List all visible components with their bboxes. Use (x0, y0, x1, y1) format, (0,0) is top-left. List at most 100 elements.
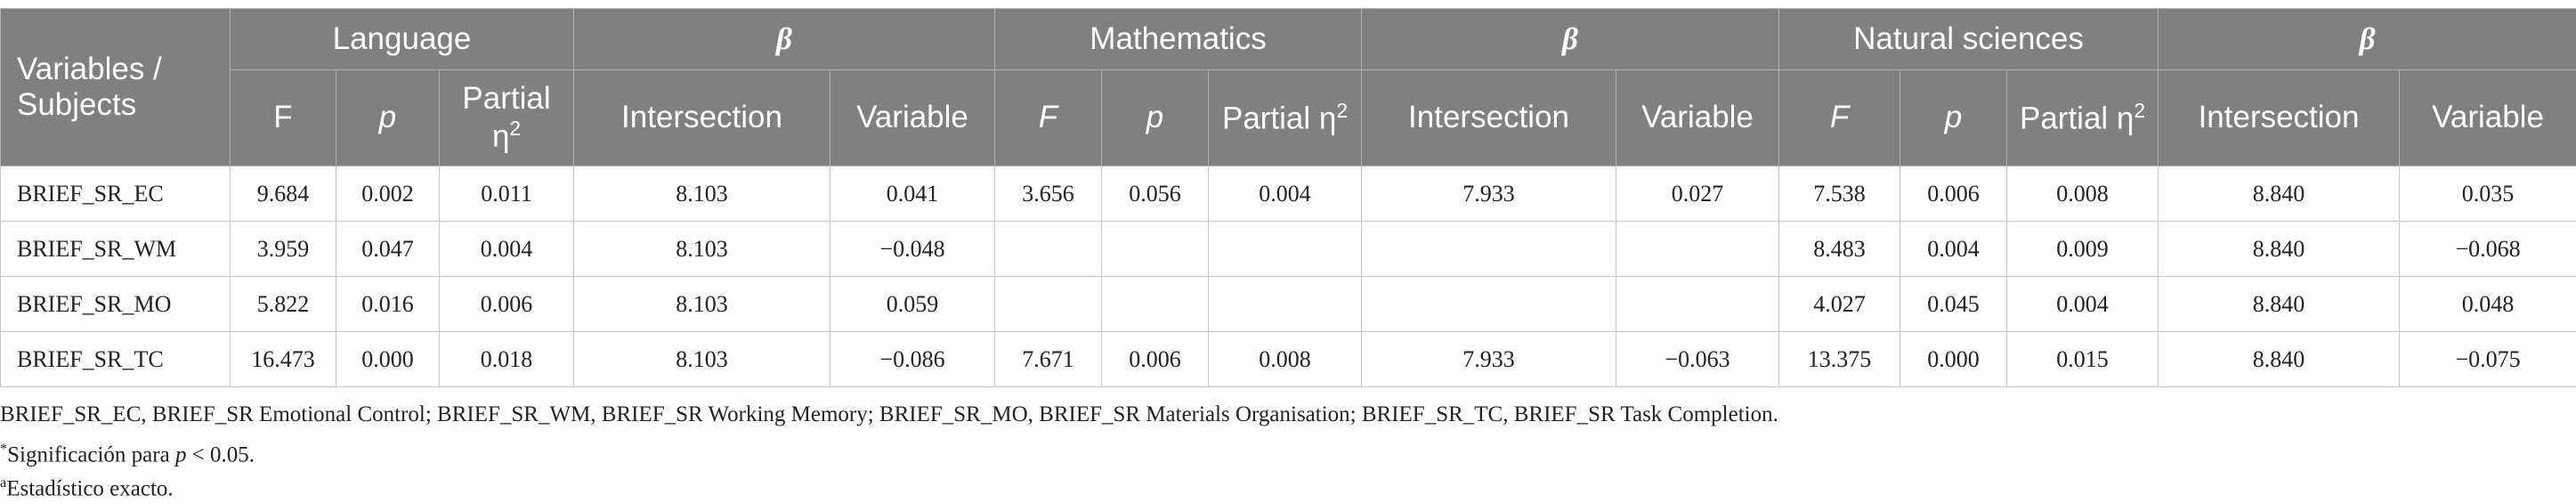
cell: 0.008 (1207, 331, 1363, 387)
column-label: Variable (2432, 100, 2544, 135)
empty-cell (994, 276, 1102, 332)
empty-cell (994, 221, 1102, 277)
cell: 0.004 (1900, 221, 2008, 277)
cell: 8.840 (2158, 276, 2401, 332)
corner-header: Variables / Subjects (0, 8, 231, 166)
cell: 7.671 (994, 331, 1102, 387)
cell: 8.840 (2158, 166, 2401, 222)
column-label: Intersection (1408, 100, 1569, 135)
column-label: p (378, 100, 397, 135)
cell: 3.959 (230, 221, 336, 277)
data-row: BRIEF_SR_MO 5.822 0.016 0.006 8.103 0.059 4.02… (0, 276, 2576, 332)
cell: −0.075 (2399, 331, 2576, 387)
page: {"table": { "header": { "corner": "Varia… (0, 8, 2576, 503)
footnote-text: Significación para (7, 442, 175, 467)
empty-cell (1101, 221, 1209, 277)
cell: 9.684 (230, 166, 336, 222)
cell: 8.103 (573, 331, 830, 387)
row-label: BRIEF_SR_EC (0, 166, 231, 222)
column-header: F (994, 69, 1102, 166)
column-label: F (1829, 100, 1850, 135)
cell: 0.006 (1900, 166, 2008, 222)
empty-cell (1361, 221, 1617, 277)
column-label: F (273, 100, 293, 135)
column-header: Variable (1616, 69, 1780, 166)
cell: 0.004 (2006, 276, 2159, 332)
results-table: Variables / Subjects Language β Mathematics… (0, 8, 2576, 387)
cell: 0.006 (1101, 331, 1209, 387)
column-header: Intersection (2158, 69, 2401, 166)
column-label: Variable (856, 100, 968, 135)
superscript: 2 (509, 117, 522, 141)
footnote-text: BRIEF_SR_EC, BRIEF_SR Emotional Control;… (0, 402, 1778, 426)
cell: 8.103 (573, 221, 830, 277)
column-label: p (1944, 100, 1963, 135)
cell: 8.103 (573, 276, 830, 332)
row-label: BRIEF_SR_TC (0, 331, 231, 387)
column-label: F (1038, 100, 1058, 135)
superscript: 2 (2134, 99, 2146, 123)
column-header: F (1778, 69, 1901, 166)
column-label: Intersection (2198, 100, 2360, 135)
empty-cell (1616, 221, 1780, 277)
row-label: BRIEF_SR_WM (0, 221, 231, 277)
cell: 0.000 (1900, 331, 2008, 387)
cell: 7.538 (1778, 166, 1901, 222)
group-header: β (2158, 8, 2576, 70)
cell: 0.027 (1616, 166, 1780, 222)
group-header: Mathematics (993, 8, 1363, 70)
column-header: Intersection (1361, 69, 1617, 166)
cell: 16.473 (230, 331, 336, 387)
cell: −0.048 (830, 221, 995, 277)
cell: 13.375 (1778, 331, 1901, 387)
empty-cell (1361, 276, 1617, 332)
column-header: Partial η2 (2006, 69, 2159, 166)
cell: 3.656 (994, 166, 1102, 222)
cell: 7.933 (1361, 166, 1617, 222)
cell: 0.016 (336, 276, 440, 332)
cell: 7.933 (1361, 331, 1617, 387)
empty-cell (1616, 276, 1780, 332)
column-label: Partial η (2019, 101, 2135, 136)
cell: 0.035 (2399, 166, 2576, 222)
cell: 5.822 (230, 276, 336, 332)
cell: 0.011 (439, 166, 574, 222)
superscript: 2 (1336, 99, 1349, 123)
group-header: Natural sciences (1778, 8, 2159, 70)
cell: −0.068 (2399, 221, 2576, 277)
data-row: BRIEF_SR_WM 3.959 0.047 0.004 8.103 −0.048 8.4… (0, 221, 2576, 277)
data-row: BRIEF_SR_TC 16.473 0.000 0.018 8.103 −0.086 7.… (0, 331, 2576, 387)
cell: 4.027 (1778, 276, 1901, 332)
cell: 0.018 (439, 331, 574, 387)
row-label: BRIEF_SR_MO (0, 276, 231, 332)
column-label: Intersection (621, 100, 782, 135)
empty-cell (1207, 221, 1363, 277)
cell: 0.015 (2006, 331, 2159, 387)
column-header: Intersection (573, 69, 830, 166)
cell: 0.008 (2006, 166, 2159, 222)
data-row: BRIEF_SR_EC 9.684 0.002 0.011 8.103 0.041 3.65… (0, 166, 2576, 222)
footnote: BRIEF_SR_EC, BRIEF_SR Emotional Control;… (0, 398, 2576, 432)
group-header: β (1361, 8, 1780, 70)
cell: 8.103 (573, 166, 830, 222)
column-label: Partial η (1221, 101, 1337, 136)
column-header: Variable (2399, 69, 2576, 166)
column-label: Partial η (462, 80, 551, 154)
footnote-text: Estadístico exacto. (6, 476, 174, 501)
column-header: p (336, 69, 440, 166)
footnote-italic: p (174, 442, 187, 467)
cell: 8.840 (2158, 221, 2401, 277)
column-header: Partial η2 (439, 69, 574, 166)
footnote: aEstadístico exacto. (0, 466, 2576, 501)
column-header: Partial η2 (1207, 69, 1363, 166)
footnote: *Significación para p < 0.05. (0, 432, 2576, 466)
column-header: p (1101, 69, 1209, 166)
cell: 0.004 (1207, 166, 1363, 222)
cell: 8.483 (1778, 221, 1901, 277)
cell: 0.004 (439, 221, 574, 277)
cell: 0.006 (439, 276, 574, 332)
footnotes: BRIEF_SR_EC, BRIEF_SR Emotional Control;… (0, 398, 2576, 501)
cell: 0.041 (830, 166, 995, 222)
cell: 0.047 (336, 221, 440, 277)
footnote-mark: * (0, 441, 8, 457)
